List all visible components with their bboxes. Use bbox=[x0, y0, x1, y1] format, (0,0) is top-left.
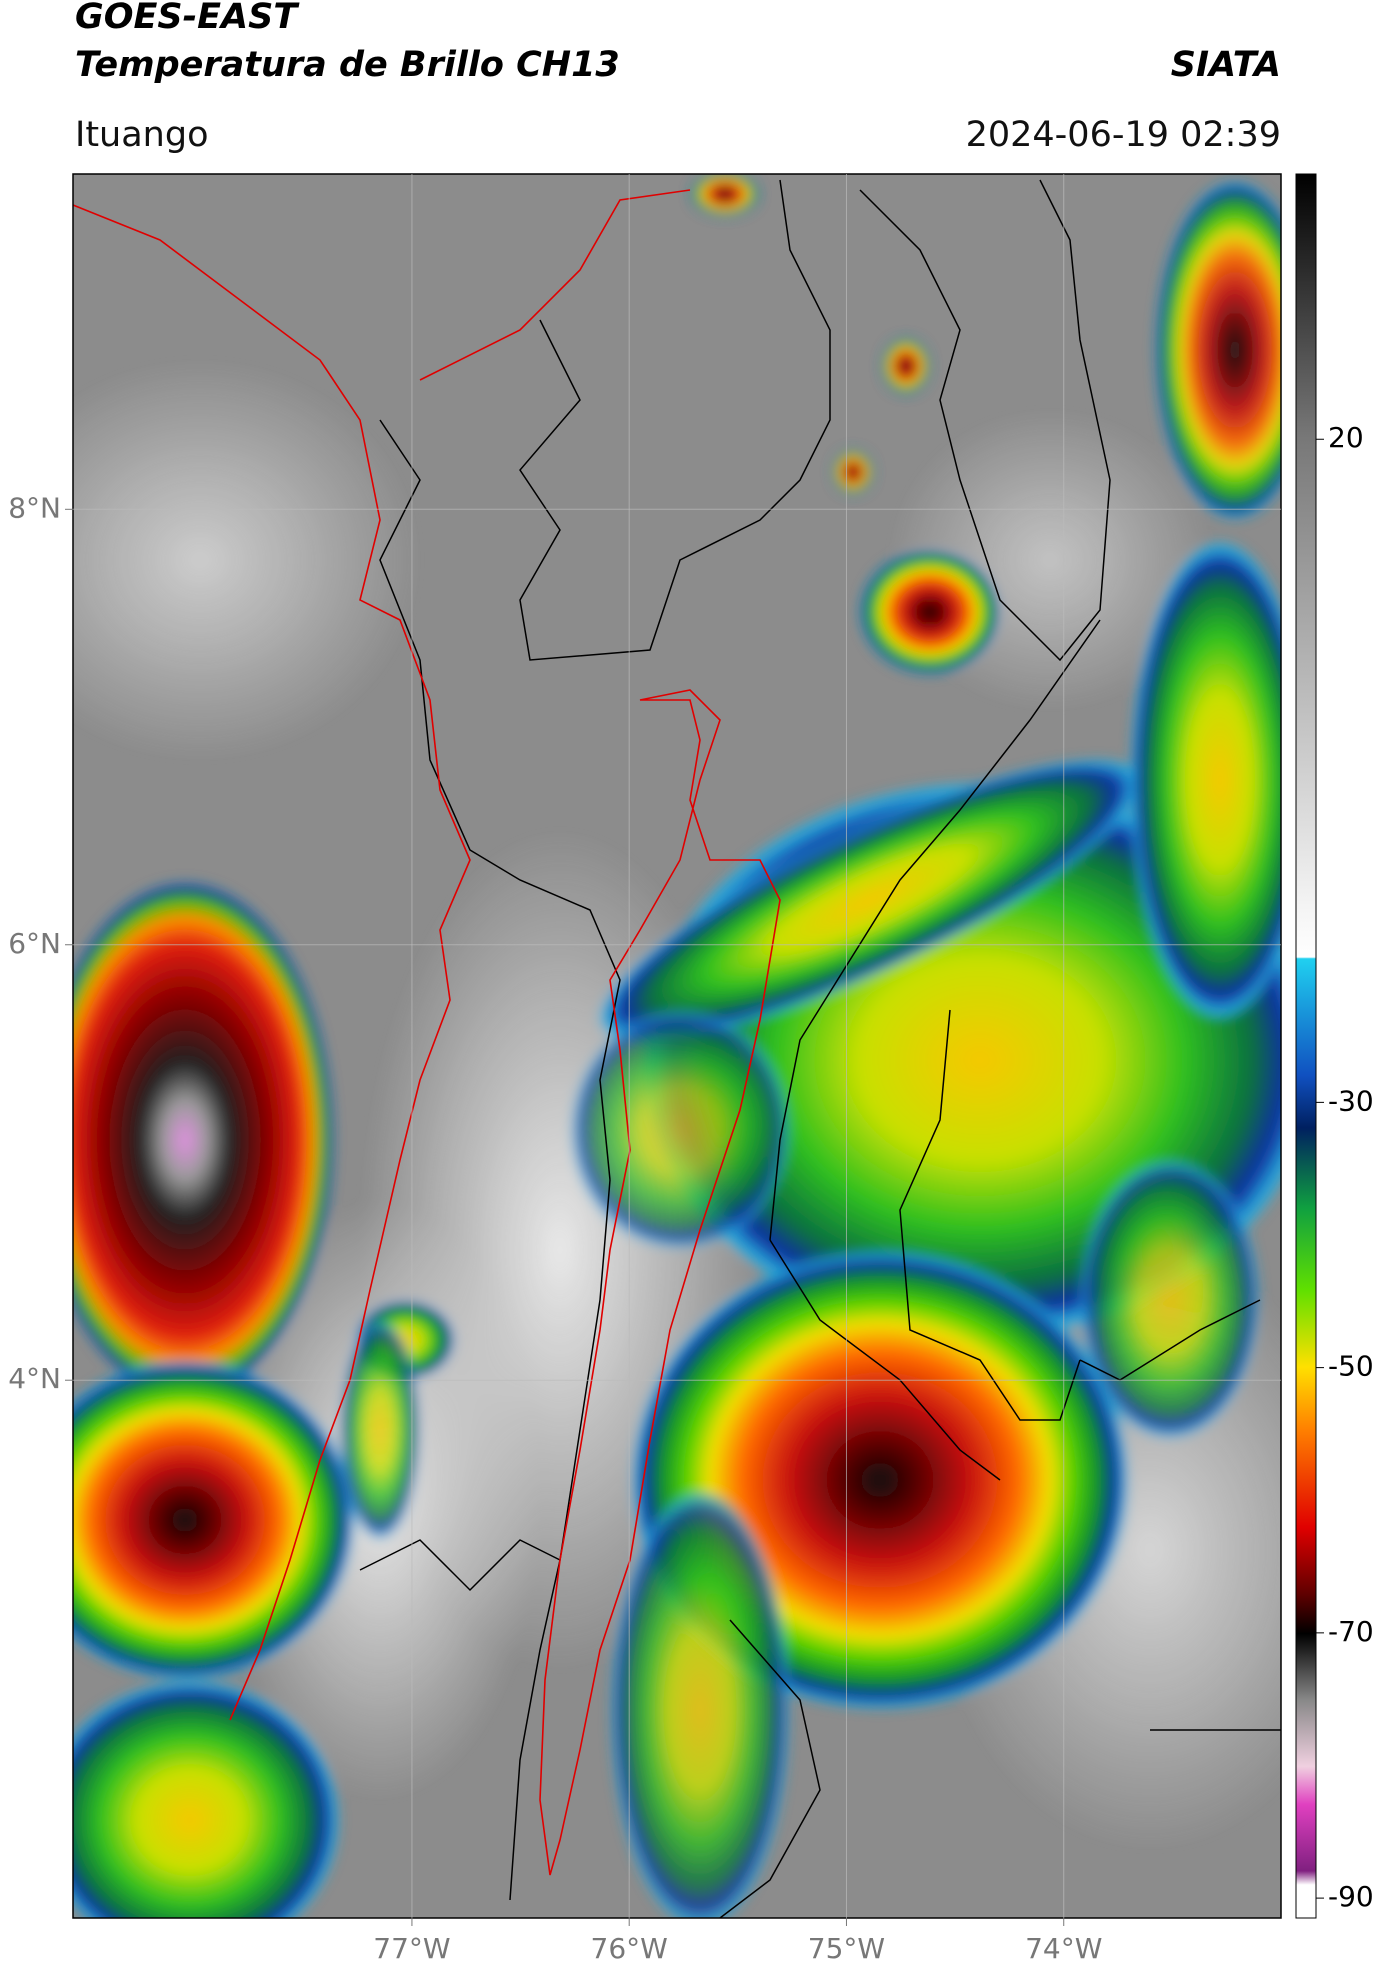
colorbar bbox=[1295, 173, 1317, 1919]
colorbar-tick-label: -50 bbox=[1328, 1350, 1374, 1383]
title-line1: GOES-EAST bbox=[75, 0, 300, 37]
satellite-image bbox=[73, 174, 1281, 1918]
y-tick-label: 6°N bbox=[8, 927, 61, 960]
map-frame bbox=[72, 173, 1282, 1919]
x-tick-label: 74°W bbox=[1025, 1932, 1102, 1965]
colorbar-tick-label: -90 bbox=[1328, 1880, 1374, 1913]
x-tick-label: 75°W bbox=[808, 1932, 885, 1965]
location: Ituango bbox=[75, 115, 209, 155]
colorbar-tick-label: -70 bbox=[1328, 1615, 1374, 1648]
x-tick-label: 77°W bbox=[373, 1932, 450, 1965]
y-tick-label: 4°N bbox=[8, 1362, 61, 1395]
colorbar-tick-label: 20 bbox=[1328, 421, 1364, 454]
x-tick-label: 76°W bbox=[591, 1932, 668, 1965]
colorbar-tick-label: -30 bbox=[1328, 1084, 1374, 1117]
agency: SIATA bbox=[1171, 45, 1281, 85]
title-line2: Temperatura de Brillo CH13 bbox=[75, 45, 620, 85]
y-tick-label: 8°N bbox=[8, 491, 61, 524]
datetime: 2024-06-19 02:39 bbox=[966, 115, 1281, 155]
